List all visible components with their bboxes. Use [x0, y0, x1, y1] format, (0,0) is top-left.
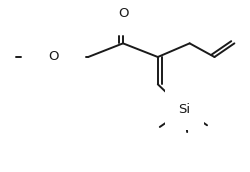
Text: O: O [48, 51, 59, 63]
Text: Si: Si [178, 103, 191, 116]
Text: O: O [118, 7, 128, 20]
